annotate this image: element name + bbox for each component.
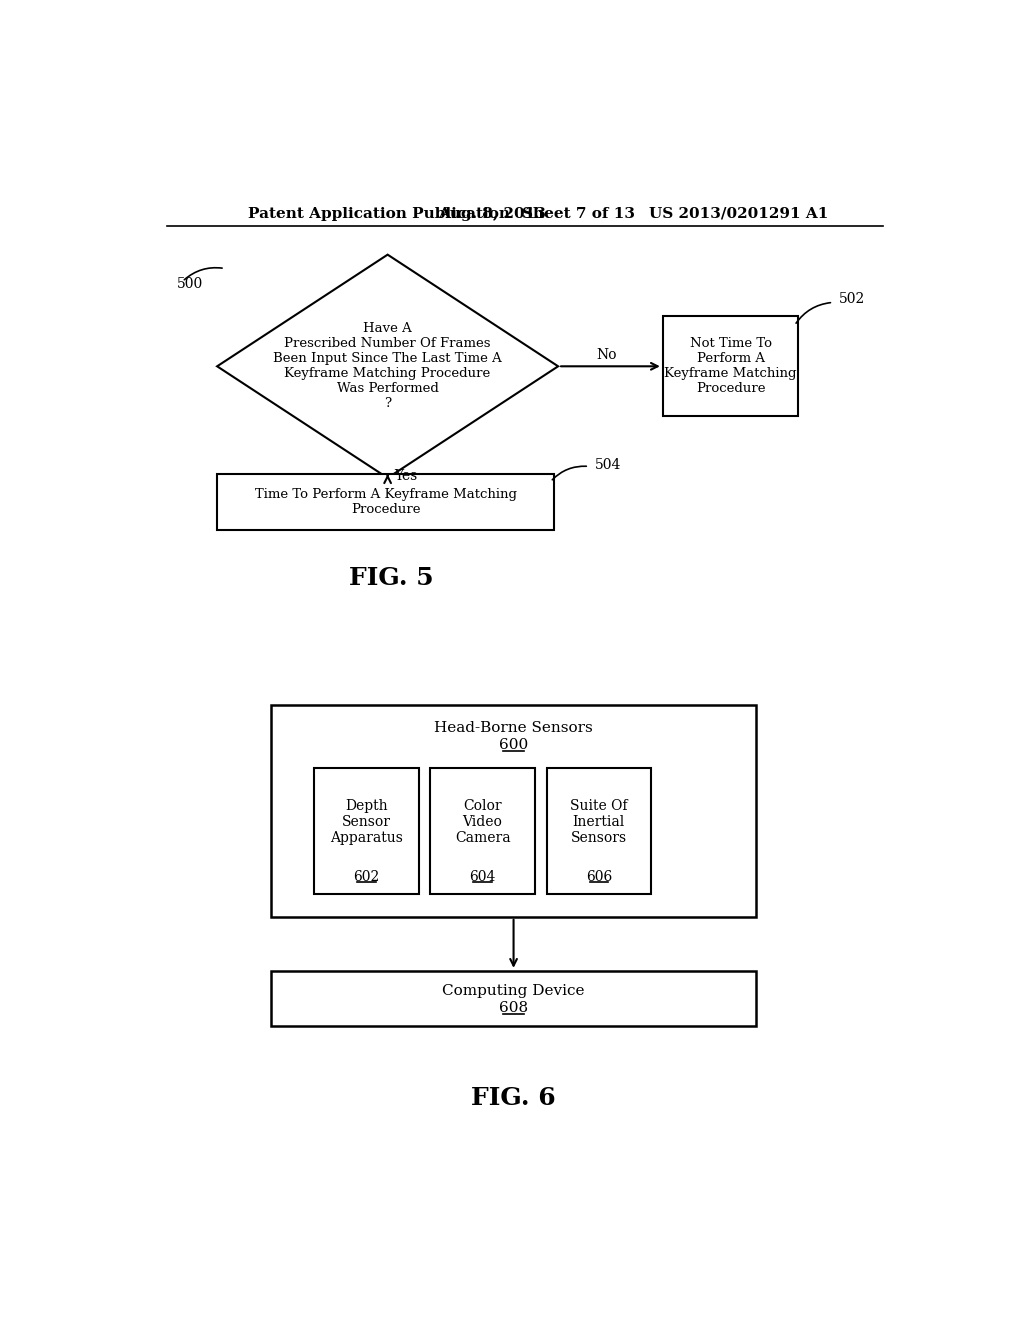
Text: FIG. 6: FIG. 6: [471, 1086, 556, 1110]
Text: 602: 602: [353, 870, 380, 884]
Text: FIG. 5: FIG. 5: [349, 566, 434, 590]
Text: Patent Application Publication: Patent Application Publication: [248, 207, 510, 220]
Text: Have A
Prescribed Number Of Frames
Been Input Since The Last Time A
Keyframe Mat: Have A Prescribed Number Of Frames Been …: [273, 322, 502, 411]
Text: No: No: [596, 347, 616, 362]
FancyBboxPatch shape: [430, 768, 535, 894]
Text: Color
Video
Camera: Color Video Camera: [455, 799, 510, 845]
Text: Not Time To
Perform A
Keyframe Matching
Procedure: Not Time To Perform A Keyframe Matching …: [665, 338, 797, 395]
Text: Depth
Sensor
Apparatus: Depth Sensor Apparatus: [330, 799, 402, 845]
FancyBboxPatch shape: [663, 317, 799, 416]
Text: 606: 606: [586, 870, 612, 884]
Text: Suite Of
Inertial
Sensors: Suite Of Inertial Sensors: [570, 799, 628, 845]
Text: Aug. 8, 2013: Aug. 8, 2013: [438, 207, 546, 220]
Text: Computing Device: Computing Device: [442, 983, 585, 998]
FancyBboxPatch shape: [271, 705, 756, 917]
FancyBboxPatch shape: [271, 970, 756, 1026]
Text: US 2013/0201291 A1: US 2013/0201291 A1: [649, 207, 828, 220]
Text: 608: 608: [499, 1001, 528, 1015]
Text: 604: 604: [469, 870, 496, 884]
Text: Sheet 7 of 13: Sheet 7 of 13: [521, 207, 635, 220]
Text: 600: 600: [499, 738, 528, 752]
Text: 502: 502: [839, 292, 865, 306]
FancyBboxPatch shape: [217, 474, 554, 529]
Text: Head-Borne Sensors: Head-Borne Sensors: [434, 721, 593, 735]
FancyBboxPatch shape: [314, 768, 419, 894]
Text: 500: 500: [177, 277, 203, 290]
Text: Time To Perform A Keyframe Matching
Procedure: Time To Perform A Keyframe Matching Proc…: [255, 488, 517, 516]
FancyBboxPatch shape: [547, 768, 651, 894]
Text: 504: 504: [595, 458, 621, 471]
Text: Yes: Yes: [394, 469, 417, 483]
